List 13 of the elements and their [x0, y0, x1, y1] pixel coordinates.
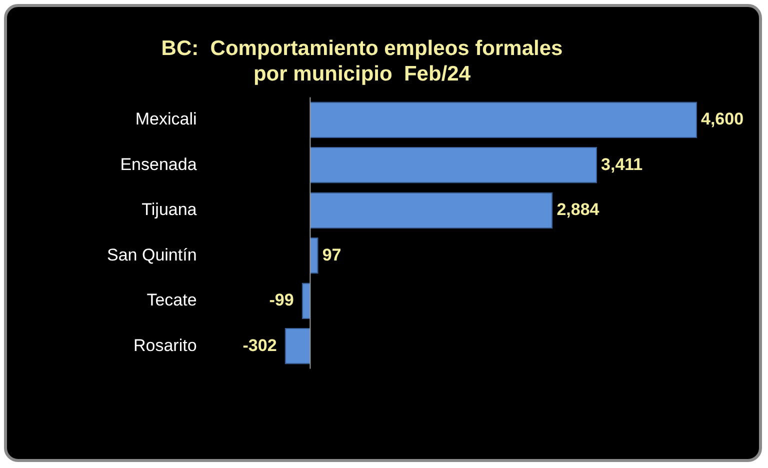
data-label: -302 — [242, 336, 277, 355]
chart-title: BC: Comportamiento empleos formales por municipio Feb/24 — [161, 37, 563, 86]
y-tick-label: Rosarito — [133, 336, 197, 355]
data-label: 97 — [322, 245, 342, 264]
y-tick-label: Tecate — [146, 290, 197, 310]
y-tick-label: Mexicali — [135, 110, 197, 129]
data-label: -99 — [269, 290, 294, 310]
y-tick-label: San Quintín — [107, 245, 197, 264]
y-tick-label: Ensenada — [120, 154, 198, 174]
y-tick-label: Tijuana — [142, 200, 198, 220]
data-label: 2,884 — [556, 200, 600, 220]
data-label: 4,600 — [701, 110, 744, 129]
data-label: 3,411 — [601, 154, 643, 174]
